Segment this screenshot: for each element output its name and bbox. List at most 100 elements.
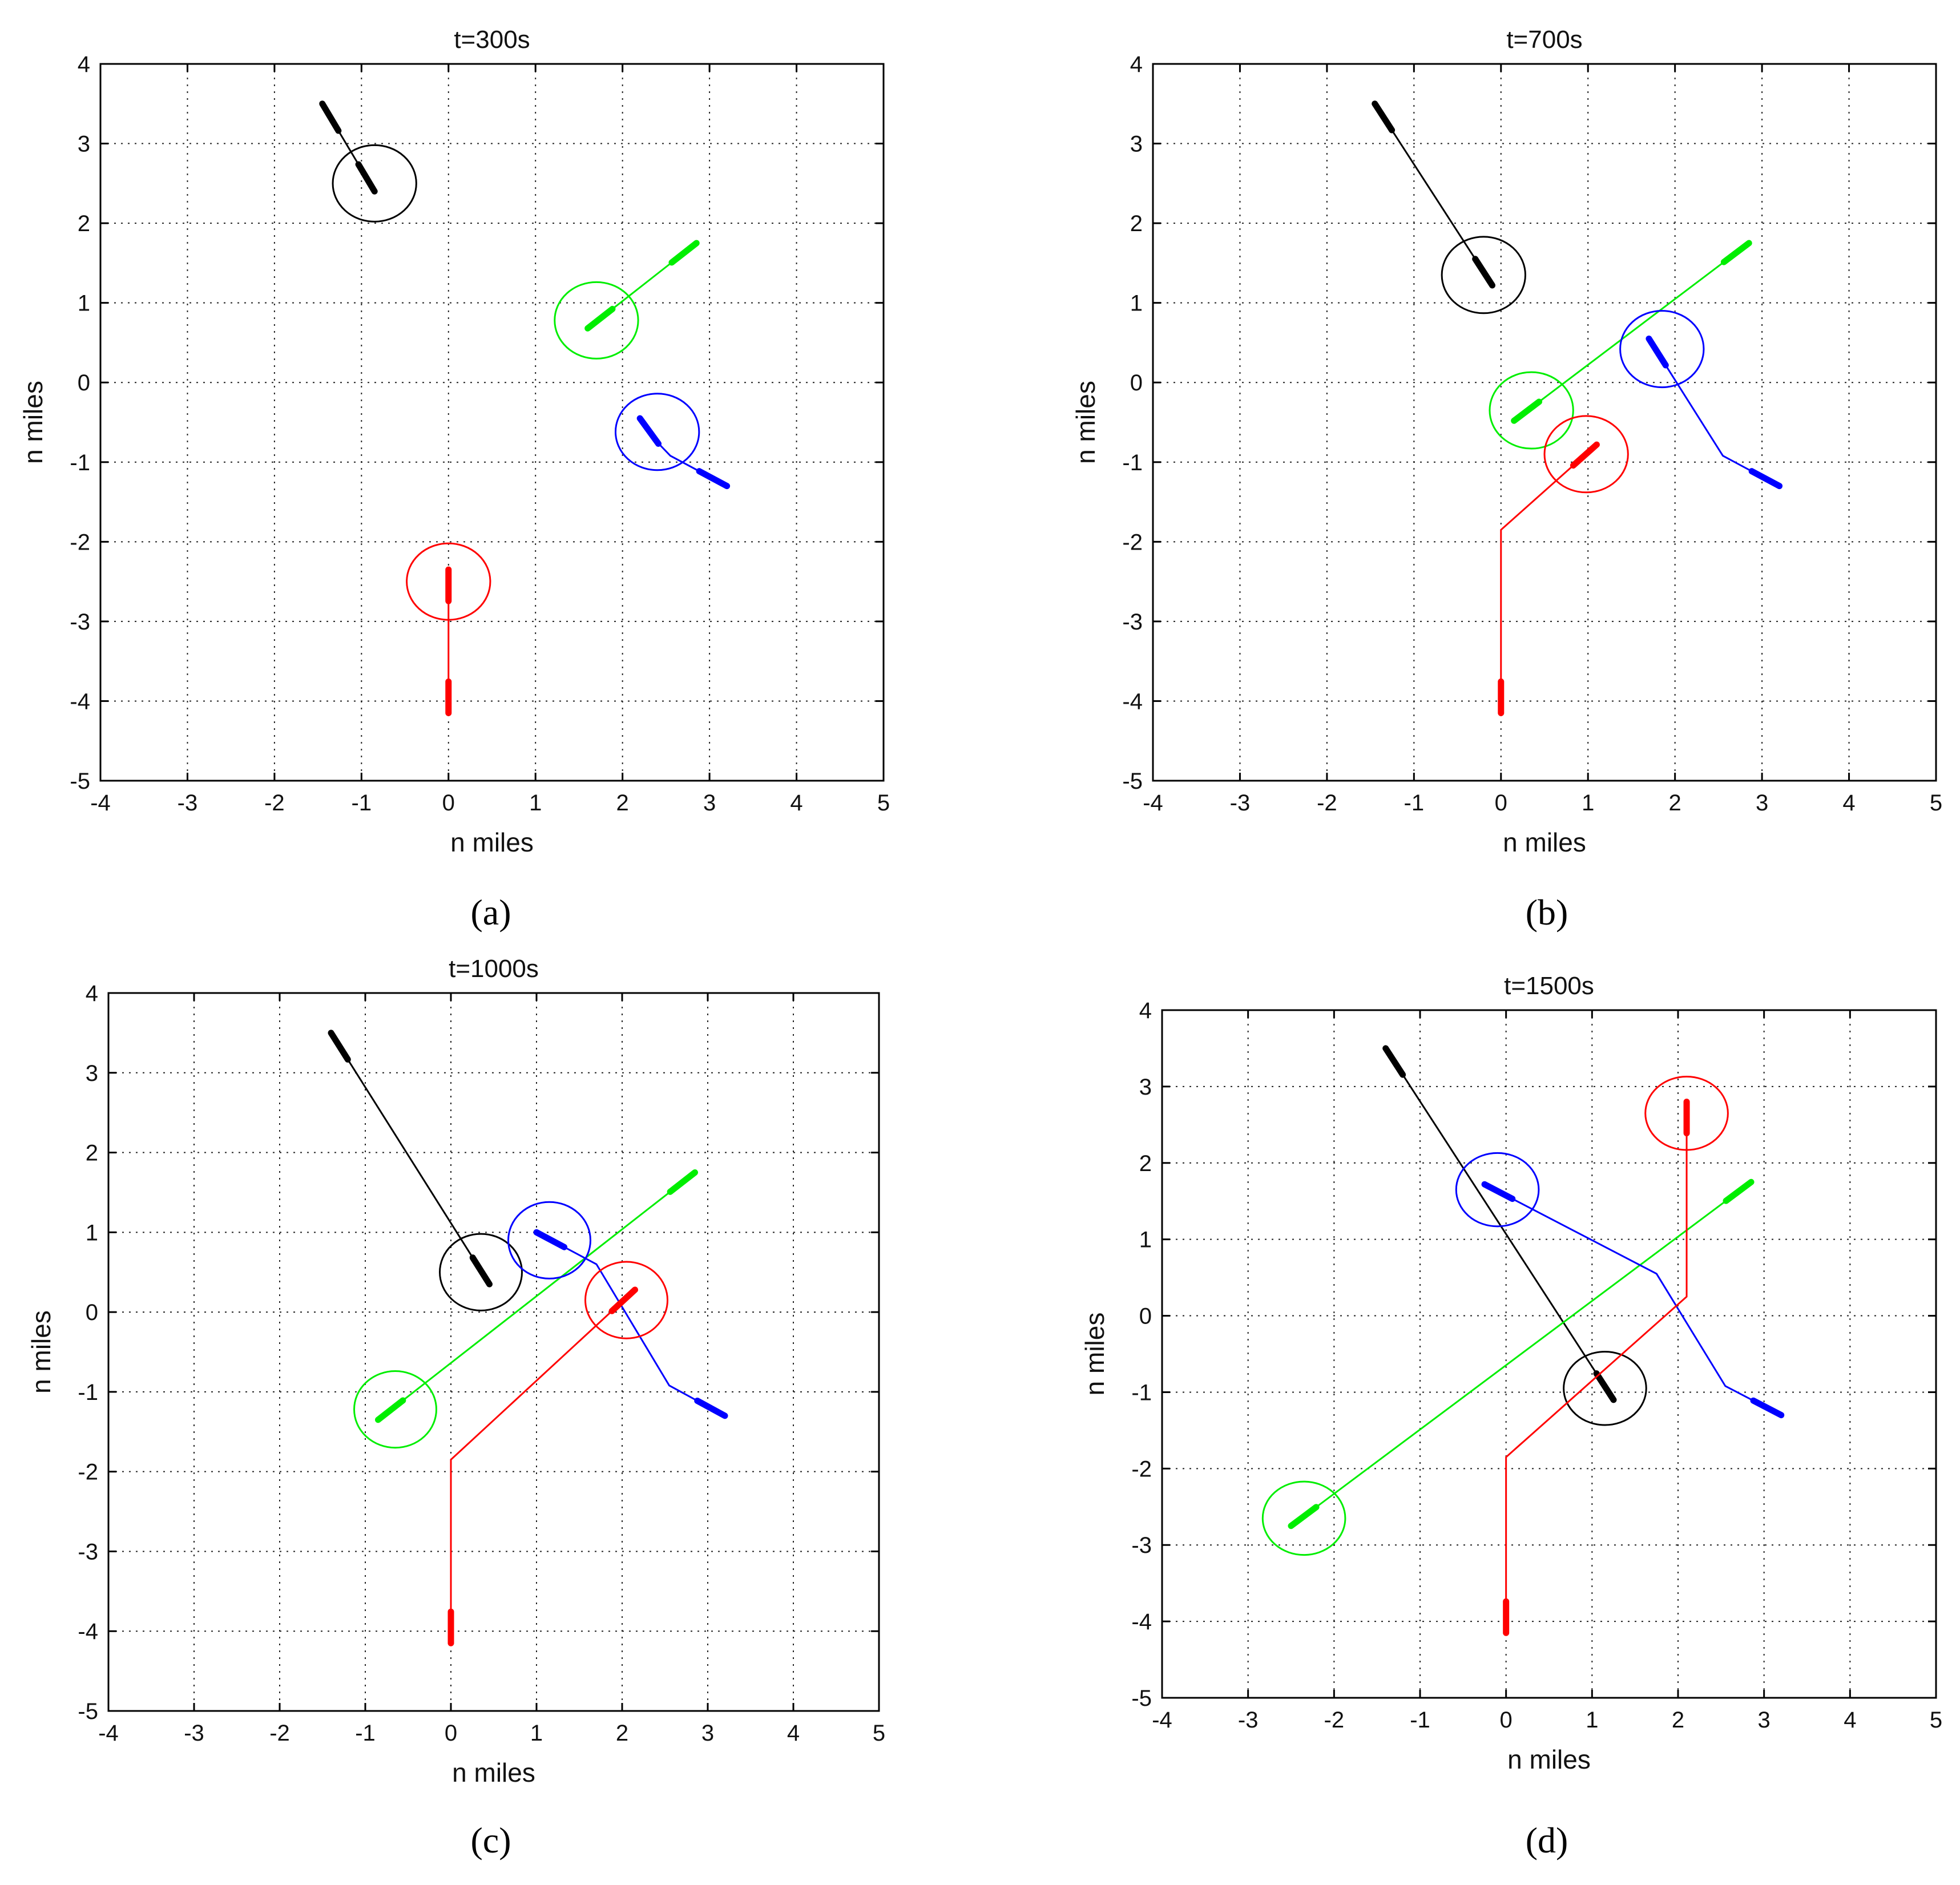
y-tick-label: -3 xyxy=(1122,610,1143,635)
x-tick-label: 1 xyxy=(1582,790,1594,816)
x-tick-label: -4 xyxy=(98,1721,119,1746)
x-axis-label: n miles xyxy=(1503,828,1586,857)
ship-domain-circle xyxy=(1455,1152,1540,1228)
chart-title: t=700s xyxy=(1506,26,1582,54)
y-tick-label: 2 xyxy=(1139,1151,1152,1176)
ship-start-marker xyxy=(696,468,731,490)
y-tick-label: 3 xyxy=(86,1061,98,1086)
panel-caption: (d) xyxy=(1526,1820,1568,1860)
x-tick-label: 2 xyxy=(1669,790,1681,816)
ship-track-black xyxy=(328,1030,523,1311)
x-tick-label: 0 xyxy=(1500,1708,1513,1733)
ship-track-blue xyxy=(1619,310,1783,490)
ship-current-marker xyxy=(1288,1504,1320,1529)
y-tick-label: -2 xyxy=(1131,1456,1152,1482)
track-line xyxy=(1385,1048,1615,1400)
x-tick-label: 3 xyxy=(1756,790,1768,816)
x-tick-label: 5 xyxy=(877,790,890,816)
x-tick-label: 4 xyxy=(790,790,802,816)
y-tick-label: -4 xyxy=(1122,689,1143,714)
y-tick-label: -2 xyxy=(78,1460,98,1485)
ship-start-marker xyxy=(1748,468,1783,490)
ship-current-marker xyxy=(1646,335,1669,369)
y-tick-label: 4 xyxy=(1139,998,1152,1023)
x-tick-label: 5 xyxy=(1930,790,1942,816)
y-tick-label: -5 xyxy=(78,1699,98,1724)
panel-caption: (a) xyxy=(470,892,511,933)
x-tick-label: 5 xyxy=(873,1721,885,1746)
y-tick-label: -4 xyxy=(70,689,90,714)
y-tick-label: 1 xyxy=(78,291,90,316)
track-line xyxy=(1374,103,1493,286)
axes-frame xyxy=(1161,1009,1937,1699)
track-line xyxy=(1648,338,1780,487)
track-line xyxy=(1513,242,1750,422)
ship-current-marker xyxy=(355,161,378,195)
axes-frame xyxy=(1152,63,1937,782)
y-tick-label: 3 xyxy=(78,132,90,157)
ship-track-green xyxy=(353,1169,698,1449)
y-tick-label: 0 xyxy=(1139,1304,1152,1329)
ship-domain-circle xyxy=(406,542,491,621)
y-tick-label: -1 xyxy=(70,450,90,475)
ship-current-marker xyxy=(584,305,616,332)
ship-track-blue xyxy=(614,393,731,490)
y-axis-label: n miles xyxy=(1071,381,1100,464)
ship-domain-circle xyxy=(439,1233,523,1311)
x-tick-label: 0 xyxy=(1495,790,1507,816)
ship-domain-circle xyxy=(507,1201,591,1279)
chart-title: t=1500s xyxy=(1504,972,1594,1000)
y-axis-label: n miles xyxy=(1080,1313,1110,1396)
y-tick-label: 2 xyxy=(78,211,90,236)
y-axis-label: n miles xyxy=(18,381,48,464)
ship-start-marker xyxy=(1720,240,1752,265)
y-tick-label: 2 xyxy=(1130,211,1143,236)
ship-domain-circle xyxy=(1644,1075,1729,1151)
ship-domain-circle xyxy=(1619,310,1705,389)
ship-start-marker xyxy=(667,1169,698,1195)
ship-track-green xyxy=(1261,1178,1755,1556)
ship-current-marker xyxy=(533,1229,568,1250)
ship-current-marker xyxy=(1593,1370,1617,1403)
y-tick-label: 2 xyxy=(86,1141,98,1166)
x-axis-label: n miles xyxy=(452,1758,535,1787)
x-tick-label: 3 xyxy=(703,790,716,816)
x-tick-label: -3 xyxy=(178,790,198,816)
chart-title: t=300s xyxy=(454,26,530,54)
y-tick-label: -5 xyxy=(1122,769,1143,794)
x-tick-label: 0 xyxy=(442,790,455,816)
x-tick-label: 4 xyxy=(1842,790,1855,816)
y-tick-label: 0 xyxy=(86,1300,98,1325)
x-tick-label: -4 xyxy=(1143,790,1163,816)
ship-current-marker xyxy=(469,1254,493,1287)
ship-start-marker xyxy=(694,1398,728,1419)
ship-track-black xyxy=(1372,100,1526,314)
y-tick-label: -2 xyxy=(1122,530,1143,555)
ship-start-marker xyxy=(1723,1178,1755,1204)
x-tick-label: -1 xyxy=(352,790,372,816)
x-tick-label: -4 xyxy=(1152,1708,1172,1733)
y-tick-label: 3 xyxy=(1130,132,1143,157)
axes-frame xyxy=(107,992,880,1712)
x-tick-label: -3 xyxy=(1230,790,1251,816)
ship-current-marker xyxy=(375,1397,406,1423)
x-tick-label: 2 xyxy=(616,790,629,816)
y-tick-label: 4 xyxy=(1130,52,1143,77)
x-tick-label: 1 xyxy=(529,790,542,816)
ship-start-marker xyxy=(1750,1397,1785,1419)
x-tick-label: 0 xyxy=(445,1721,457,1746)
y-tick-label: 0 xyxy=(1130,370,1143,395)
x-tick-label: -2 xyxy=(1324,1708,1345,1733)
x-tick-label: -2 xyxy=(269,1721,290,1746)
ship-domain-circle xyxy=(1543,415,1629,494)
y-tick-label: 1 xyxy=(1139,1228,1152,1253)
y-tick-label: -3 xyxy=(78,1539,98,1564)
ship-current-marker xyxy=(1472,256,1496,289)
x-tick-label: 2 xyxy=(616,1721,628,1746)
y-axis-label: n miles xyxy=(26,1310,56,1394)
x-tick-label: 5 xyxy=(1930,1708,1942,1733)
ship-track-black xyxy=(319,100,417,223)
